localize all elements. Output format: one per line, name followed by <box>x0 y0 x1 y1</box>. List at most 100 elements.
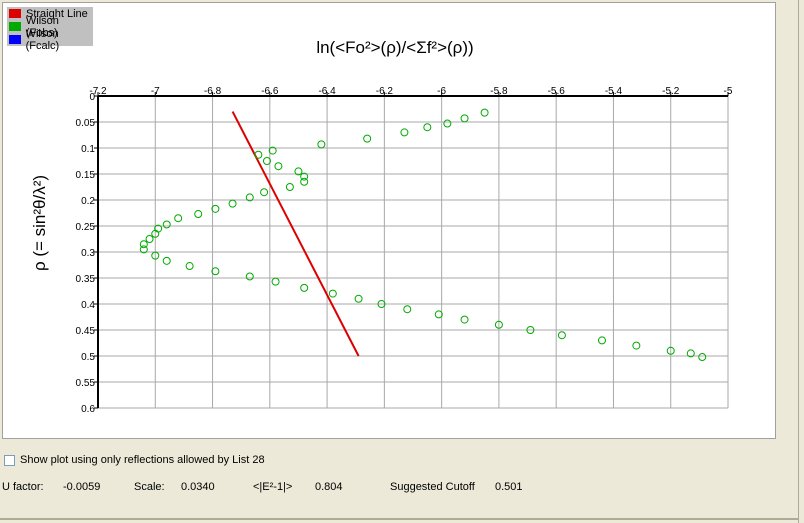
data-point <box>194 210 203 219</box>
x-tick-label: -7 <box>151 86 160 97</box>
data-point <box>686 349 695 358</box>
data-point <box>245 272 254 281</box>
y-axis-label: ρ (= sin²θ/λ²) <box>30 175 49 271</box>
scale-value: 0.0340 <box>181 481 215 493</box>
data-point <box>151 251 160 260</box>
list28-checkbox-label: Show plot using only reflections allowed… <box>20 454 265 466</box>
data-point <box>598 336 606 345</box>
data-point <box>443 119 452 128</box>
x-tick-label: -6.4 <box>318 86 336 97</box>
window-edge <box>798 0 804 523</box>
legend-swatch-blue <box>9 35 21 44</box>
data-point <box>294 167 303 176</box>
list28-option[interactable]: Show plot using only reflections allowed… <box>4 454 265 466</box>
y-tick-label: 0.5 <box>81 352 95 363</box>
data-point <box>245 193 254 202</box>
y-tick-label: 0.15 <box>76 170 96 181</box>
legend-swatch-green <box>9 22 21 31</box>
data-point <box>317 140 326 149</box>
u-factor-value: -0.0059 <box>63 481 101 493</box>
chart-title: ln(<Fo²>(ρ)/<Σf²>(ρ)) <box>316 38 473 57</box>
e2-label: <|E²-1|> <box>253 481 293 493</box>
y-tick-label: 0.55 <box>76 378 96 389</box>
y-tick-label: 0.2 <box>81 196 95 207</box>
data-point <box>139 245 148 254</box>
data-point <box>254 150 263 159</box>
y-tick-label: 0 <box>89 92 95 103</box>
x-tick-label: -6.2 <box>376 86 394 97</box>
legend-label: Wilson (Fcalc) <box>25 27 60 52</box>
y-tick-label: 0.4 <box>81 300 95 311</box>
data-point <box>434 310 443 319</box>
data-point <box>526 326 535 334</box>
x-tick-label: -6.8 <box>204 86 222 97</box>
series-layer <box>139 108 707 362</box>
y-tick-label: 0.05 <box>76 118 96 129</box>
data-point <box>300 172 309 181</box>
x-tick-label: -7.2 <box>89 86 107 97</box>
x-tick-label: -5.6 <box>548 86 566 97</box>
data-point <box>494 320 503 329</box>
data-point <box>262 157 271 165</box>
x-tick-label: -5.2 <box>662 86 680 97</box>
data-point <box>377 300 386 308</box>
legend-label: Wilson (Fobs) <box>25 14 59 39</box>
data-point <box>174 214 183 223</box>
legend-item-wilson-fobs: Wilson (Fobs) <box>7 15 93 39</box>
status-divider <box>0 518 798 520</box>
plot-panel: ln(<Fo²>(ρ)/<Σf²>(ρ)) ρ (= sin²θ/λ²) -7.… <box>2 2 776 439</box>
data-point <box>328 289 337 298</box>
data-point <box>151 229 160 238</box>
data-point <box>300 177 309 186</box>
data-point <box>632 341 641 350</box>
data-point <box>228 199 237 208</box>
data-point <box>139 240 148 249</box>
y-tick-label: 0.3 <box>81 248 95 259</box>
axis-layer: -7.2 -7 -6.8 -6.6 -6.4 -6.2 -6 -5.8 -5.6 -5.4 -5.2… <box>76 86 733 415</box>
data-point <box>260 188 269 197</box>
data-point <box>423 123 432 132</box>
wilson-plot: ln(<Fo²>(ρ)/<Σf²>(ρ)) ρ (= sin²θ/λ²) -7.… <box>30 38 733 415</box>
data-point <box>211 267 220 276</box>
data-point <box>285 183 294 191</box>
data-point <box>557 331 566 340</box>
data-point <box>162 256 171 265</box>
e2-value: 0.804 <box>315 481 343 493</box>
data-point <box>400 128 409 137</box>
y-tick-label: 0.35 <box>76 274 96 285</box>
legend-item-wilson-fcalc: Wilson (Fcalc) <box>7 28 93 52</box>
x-tick-label: -6.6 <box>261 86 279 97</box>
y-tick-label: 0.25 <box>76 222 96 233</box>
data-point <box>300 283 309 292</box>
data-point <box>403 305 412 314</box>
cutoff-label: Suggested Cutoff <box>390 481 475 493</box>
data-point <box>666 346 675 355</box>
legend-item-straight-line: Straight Line <box>7 7 93 20</box>
data-point <box>480 108 489 117</box>
y-tick-label: 0.45 <box>76 326 96 337</box>
straight-line-series <box>231 111 360 357</box>
list28-checkbox[interactable] <box>4 454 15 466</box>
y-tick-label: 0.1 <box>81 144 95 155</box>
legend-swatch-red <box>9 9 21 18</box>
x-tick-label: -5.8 <box>490 86 508 97</box>
data-point <box>274 162 283 171</box>
x-tick-label: -6 <box>437 86 446 97</box>
data-point <box>354 294 363 303</box>
data-point <box>211 204 220 213</box>
grid-layer <box>97 95 729 409</box>
data-point <box>162 220 171 229</box>
u-factor-label: U factor: <box>2 481 44 493</box>
data-point <box>698 353 707 362</box>
data-point <box>268 146 277 155</box>
x-tick-label: -5 <box>724 86 733 97</box>
legend: Straight Line Wilson (Fobs) Wilson (Fcal… <box>7 7 93 52</box>
data-point <box>460 114 469 123</box>
data-point <box>460 315 469 324</box>
legend-label: Straight Line <box>26 7 88 20</box>
scale-label: Scale: <box>134 481 165 493</box>
data-point <box>145 235 154 243</box>
cutoff-value: 0.501 <box>495 481 523 493</box>
x-tick-label: -5.4 <box>605 86 623 97</box>
y-tick-label: 0.6 <box>81 404 95 415</box>
